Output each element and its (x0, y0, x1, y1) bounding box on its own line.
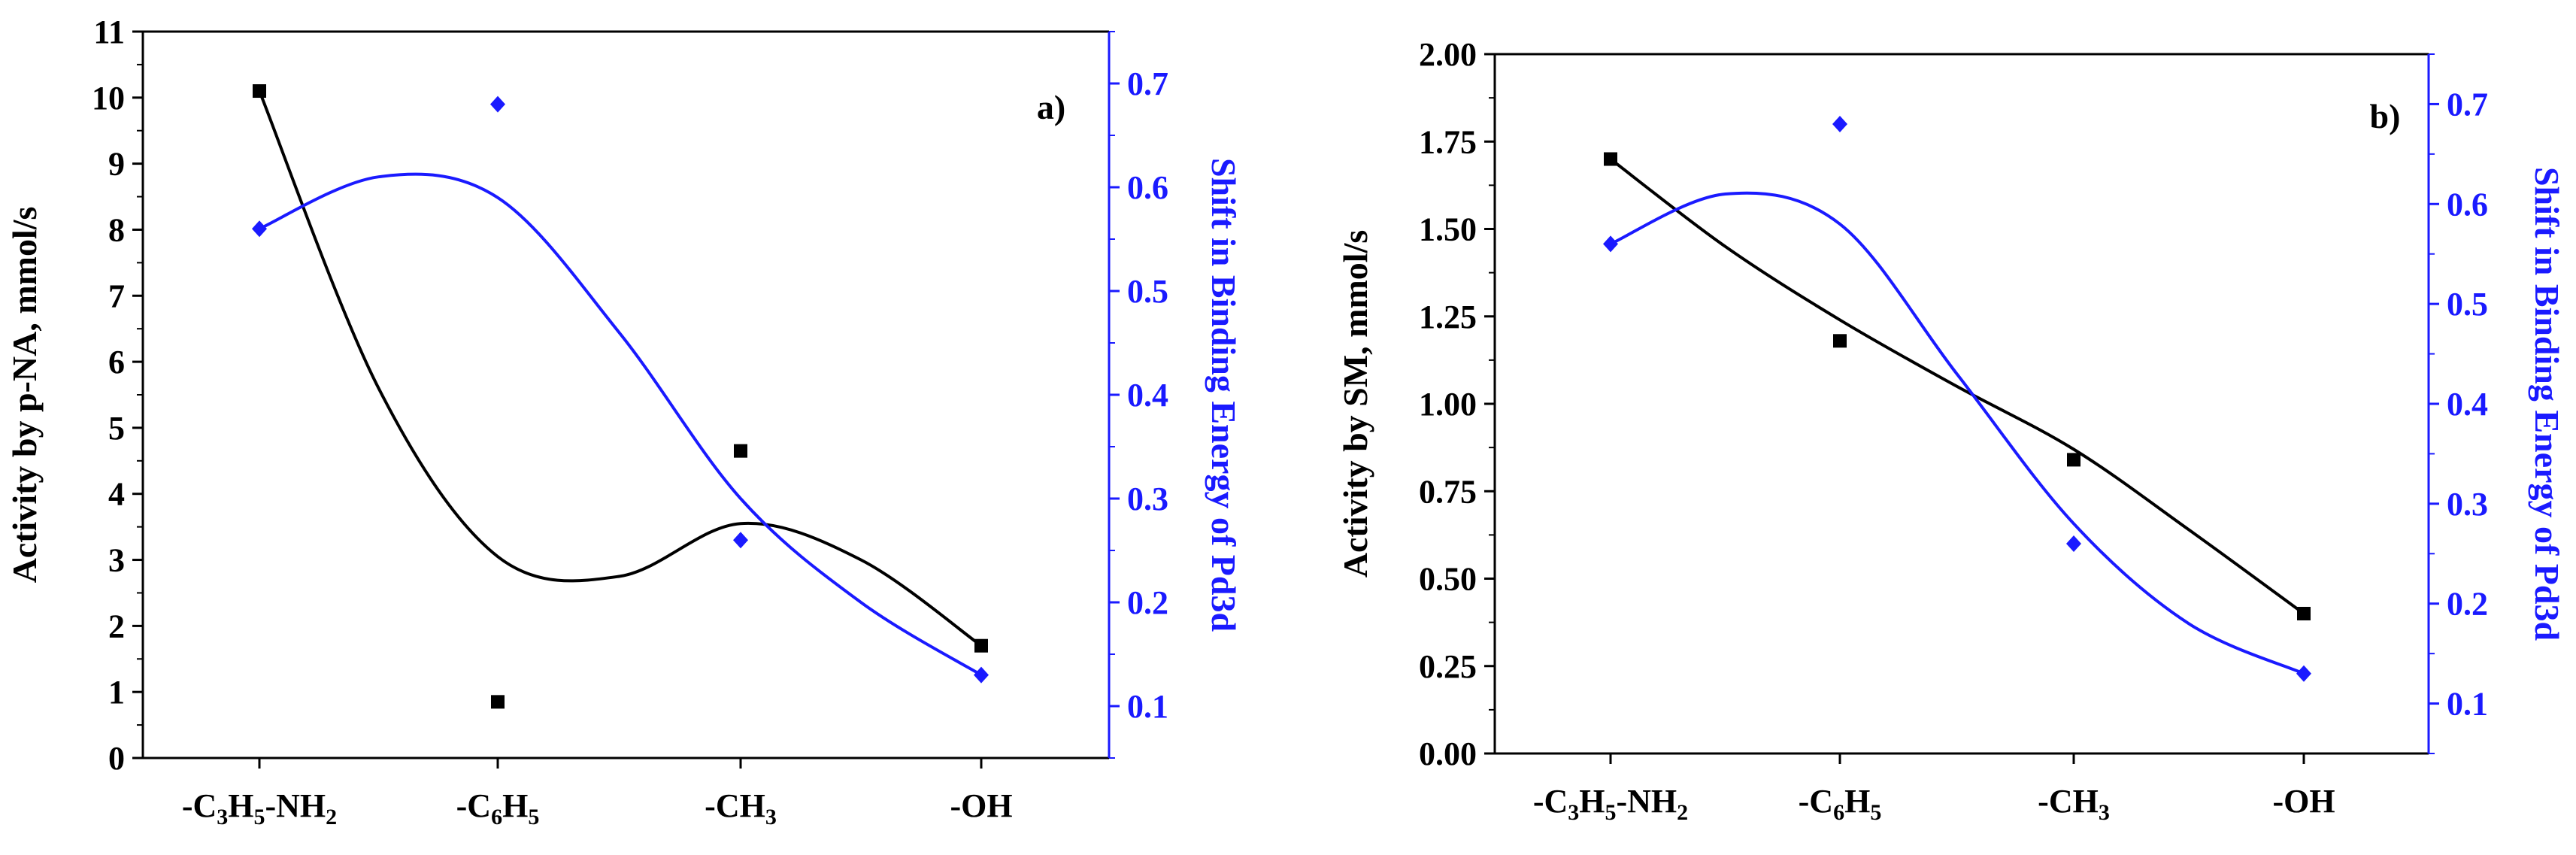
y-tick-label: 0.25 (1419, 648, 1477, 685)
activity-point (734, 444, 747, 458)
subscript: 3 (1568, 800, 1579, 825)
x-tick-label: -CH3 (705, 787, 777, 829)
subscript: 5 (1605, 800, 1617, 825)
y2-axis-title: Shift in Binding Energy of Pd3d (2528, 167, 2566, 641)
y2-tick-label: 0.2 (1127, 584, 1168, 621)
y-tick-label: 0.75 (1419, 473, 1477, 510)
y-tick-label: 3 (108, 542, 125, 579)
shift-point (974, 666, 989, 684)
label-part: -C (1533, 783, 1568, 820)
shift-point (490, 96, 505, 113)
label-part: -NH (1617, 783, 1677, 820)
activity-point (491, 695, 505, 709)
subscript: 3 (765, 805, 777, 829)
y-tick-label: 6 (108, 344, 125, 381)
label-part: -OH (950, 787, 1012, 824)
subscript: 2 (326, 805, 337, 829)
shift-point (1603, 235, 1618, 253)
label-part: -NH (265, 787, 326, 824)
label-part: H (228, 787, 253, 824)
y-tick-label: 9 (108, 146, 125, 183)
y-axis-title: Activity by p-NA, mmol/s (5, 207, 44, 584)
subscript: 5 (1870, 800, 1881, 825)
subscript: 5 (254, 805, 265, 829)
activity-point (1604, 152, 1617, 166)
y2-tick-label: 0.6 (2447, 186, 2488, 223)
activity-point (1833, 334, 1847, 348)
y2-tick-label: 0.1 (1127, 688, 1168, 725)
y-tick-label: 0 (108, 740, 125, 777)
activity-fit-line (258, 90, 983, 647)
y-tick-label: 2 (108, 608, 125, 644)
y-tick-label: 11 (93, 14, 125, 50)
y-tick-label: 1.50 (1419, 211, 1477, 248)
x-tick-label: -OH (2272, 783, 2335, 820)
shift-point (2066, 535, 2081, 552)
label-part: -OH (2272, 783, 2335, 820)
y-tick-label: 1 (108, 674, 125, 711)
label-part: -C (182, 787, 217, 824)
y-tick-label: 10 (92, 80, 125, 117)
chart-panel-a: 012345678910110.10.20.30.40.50.60.7-C3H5… (5, 14, 1243, 829)
label-part: -CH (2038, 783, 2099, 820)
x-tick-label: -C6H5 (1799, 783, 1882, 825)
y2-tick-label: 0.2 (2447, 586, 2488, 623)
y2-axis-title: Shift in Binding Energy of Pd3d (1205, 158, 1243, 632)
shift-point (1832, 116, 1847, 132)
y2-tick-label: 0.3 (1127, 481, 1168, 517)
y2-tick-label: 0.6 (1127, 169, 1168, 206)
label-part: H (1579, 783, 1605, 820)
y2-tick-label: 0.5 (2447, 286, 2488, 323)
y2-tick-label: 0.3 (2447, 486, 2488, 523)
y2-tick-label: 0.7 (1127, 65, 1168, 102)
activity-point (253, 84, 266, 99)
y2-tick-label: 0.1 (2447, 686, 2488, 723)
subscript: 6 (1833, 800, 1844, 825)
y-tick-label: 7 (108, 277, 125, 314)
y2-tick-label: 0.5 (1127, 273, 1168, 310)
y-tick-label: 1.25 (1419, 299, 1477, 335)
y2-tick-label: 0.4 (2447, 386, 2488, 423)
y-tick-label: 0.00 (1419, 735, 1477, 772)
label-part: H (1844, 783, 1870, 820)
activity-point (2067, 453, 2080, 467)
x-tick-label: -C3H5-NH2 (182, 787, 337, 829)
shift-point (252, 220, 267, 238)
x-tick-label: -CH3 (2038, 783, 2110, 825)
y-tick-label: 5 (108, 410, 125, 447)
y-tick-label: 0.50 (1419, 561, 1477, 598)
shift-point (733, 532, 748, 549)
label-part: -C (1799, 783, 1833, 820)
subscript: 2 (1677, 800, 1688, 825)
subscript: 3 (217, 805, 228, 829)
panel-label: a) (1037, 88, 1065, 126)
label-part: H (502, 787, 528, 824)
activity-point (2297, 607, 2311, 620)
y2-tick-label: 0.7 (2447, 86, 2488, 123)
shift-point (2296, 665, 2311, 682)
shift-fit-line (259, 172, 983, 677)
label-part: -C (456, 787, 491, 824)
subscript: 3 (2099, 800, 2110, 825)
activity-point (974, 638, 988, 653)
x-tick-label: -C3H5-NH2 (1533, 783, 1688, 825)
x-tick-label: -C6H5 (456, 787, 540, 829)
subscript: 5 (528, 805, 539, 829)
y2-tick-label: 0.4 (1127, 377, 1168, 414)
y-tick-label: 2.00 (1419, 36, 1477, 73)
x-tick-label: -OH (950, 787, 1012, 824)
y-tick-label: 4 (108, 476, 125, 513)
y-tick-label: 1.75 (1419, 123, 1477, 160)
chart-panel-b: 0.000.250.500.751.001.251.501.752.000.10… (1336, 36, 2566, 825)
shift-fit-line (1610, 191, 2305, 675)
y-tick-label: 1.00 (1419, 386, 1477, 423)
y-tick-label: 8 (108, 211, 125, 248)
panel-label: b) (2370, 97, 2401, 135)
activity-fit-line (1609, 157, 2305, 615)
label-part: -CH (705, 787, 765, 824)
y-axis-title: Activity by SM, mmol/s (1336, 230, 1374, 578)
subscript: 6 (491, 805, 502, 829)
